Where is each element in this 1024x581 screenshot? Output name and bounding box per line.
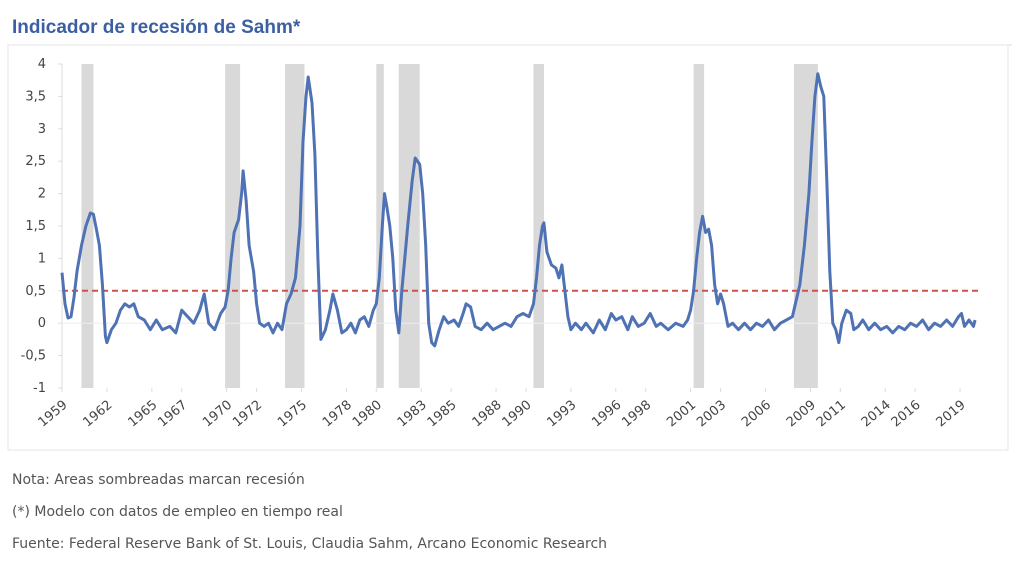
x-tick-label: 1975: [275, 398, 310, 431]
x-tick-label: 1959: [36, 398, 71, 431]
recession-band: [225, 64, 241, 388]
x-tick-label: 1983: [395, 398, 430, 431]
chart-title: Indicador de recesión de Sahm*: [12, 17, 301, 38]
recession-band: [376, 64, 384, 388]
plot-frame: [7, 44, 1009, 451]
y-tick-label: 3,5: [25, 89, 46, 104]
y-tick-label: 0: [38, 316, 46, 331]
recession-band: [693, 64, 705, 388]
note: Fuente: Federal Reserve Bank of St. Loui…: [12, 536, 607, 552]
x-tick-label: 1993: [544, 398, 579, 431]
x-tick-label: 1978: [320, 398, 355, 431]
x-tick-label: 1985: [425, 398, 460, 431]
x-tick-label: 2006: [739, 398, 774, 431]
x-tick-label: 2016: [889, 398, 924, 431]
data-line: [60, 72, 977, 348]
x-tick-label: 2001: [664, 398, 699, 431]
x-tick-label: 2011: [814, 398, 849, 431]
x-tick-label: 1990: [500, 398, 535, 431]
y-tick-label: 3: [38, 122, 46, 137]
x-tick-label: 1996: [589, 398, 624, 431]
y-tick-label: 1,5: [25, 219, 46, 234]
y-tick-label: 1: [38, 251, 46, 266]
x-tick-label: 1962: [80, 398, 115, 431]
y-tick-label: 2,5: [25, 154, 46, 169]
recession-band: [285, 64, 305, 388]
x-tick-label: 2014: [859, 398, 894, 431]
recession-band: [533, 64, 544, 388]
x-tick-label: 1972: [230, 398, 265, 431]
x-tick-label: 1970: [200, 398, 235, 431]
x-tick-label: 2003: [694, 398, 729, 431]
y-tick-label: 2: [38, 187, 46, 202]
recession-band: [398, 64, 420, 388]
x-tick-label: 1988: [470, 398, 505, 431]
note: (*) Modelo con datos de empleo en tiempo…: [12, 504, 343, 520]
x-tick-label: 1965: [125, 398, 160, 431]
y-tick-label: -1: [33, 381, 46, 396]
x-tick-label: 2019: [934, 398, 969, 431]
x-tick-label: 1967: [155, 398, 190, 431]
y-tick-label: -0,5: [21, 349, 46, 364]
y-tick-label: 0,5: [25, 284, 46, 299]
x-tick-label: 2009: [784, 398, 819, 431]
x-tick-label: 1980: [350, 398, 385, 431]
x-tick-label: 1998: [619, 398, 654, 431]
note: Nota: Areas sombreadas marcan recesión: [12, 472, 305, 488]
y-tick-label: 4: [38, 57, 46, 72]
